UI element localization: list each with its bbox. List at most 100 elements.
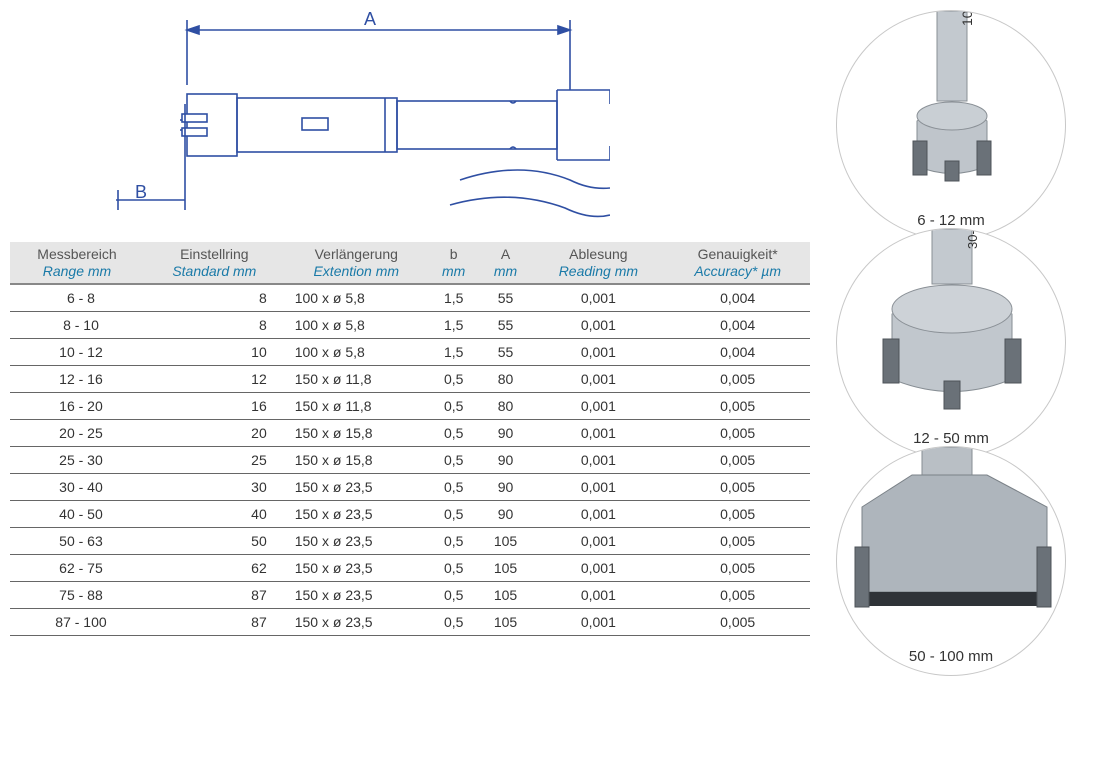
- cell-b: 0,5: [428, 528, 480, 555]
- cell-b: 0,5: [428, 609, 480, 636]
- cell-accuracy: 0,005: [665, 474, 810, 501]
- cell-reading: 0,001: [531, 582, 665, 609]
- cell-accuracy: 0,005: [665, 555, 810, 582]
- col-de-accuracy: Genauigkeit*: [665, 242, 810, 263]
- table-row: 6 - 88100 x ø 5,81,5550,0010,004: [10, 284, 810, 312]
- table-row: 16 - 2016150 x ø 11,80,5800,0010,005: [10, 393, 810, 420]
- cell-ext: 150 x ø 23,5: [285, 609, 428, 636]
- cell-b: 0,5: [428, 582, 480, 609]
- table-row: 50 - 6350150 x ø 23,50,51050,0010,005: [10, 528, 810, 555]
- technical-drawing: A B: [10, 10, 610, 230]
- cell-b: 0,5: [428, 393, 480, 420]
- cell-std: 87: [144, 582, 285, 609]
- drawing-label-a: A: [364, 10, 376, 29]
- cell-std: 12: [144, 366, 285, 393]
- cell-ext: 150 x ø 23,5: [285, 582, 428, 609]
- cell-reading: 0,001: [531, 474, 665, 501]
- col-de-b: b: [428, 242, 480, 263]
- page-container: A B Messbereich Einstellring Verlängerun…: [10, 10, 1106, 676]
- cell-reading: 0,001: [531, 366, 665, 393]
- cell-ext: 150 x ø 11,8: [285, 366, 428, 393]
- cell-ext: 150 x ø 23,5: [285, 528, 428, 555]
- cell-accuracy: 0,004: [665, 312, 810, 339]
- cell-ext: 150 x ø 23,5: [285, 474, 428, 501]
- cell-reading: 0,001: [531, 339, 665, 366]
- col-en-range: Range mm: [10, 263, 144, 284]
- cell-b: 0,5: [428, 366, 480, 393]
- product-svg-large: [837, 447, 1066, 676]
- cell-b: 1,5: [428, 339, 480, 366]
- cell-range: 87 - 100: [10, 609, 144, 636]
- cell-range: 16 - 20: [10, 393, 144, 420]
- cell-range: 50 - 63: [10, 528, 144, 555]
- table-row: 20 - 2520150 x ø 15,80,5900,0010,005: [10, 420, 810, 447]
- table-row: 12 - 1612150 x ø 11,80,5800,0010,005: [10, 366, 810, 393]
- product-label-small: 6 - 12 mm: [837, 212, 1065, 229]
- table-row: 62 - 7562150 x ø 23,50,51050,0010,005: [10, 555, 810, 582]
- cell-b: 1,5: [428, 312, 480, 339]
- cell-a: 55: [480, 312, 532, 339]
- col-de-range: Messbereich: [10, 242, 144, 263]
- cell-std: 62: [144, 555, 285, 582]
- cell-range: 30 - 40: [10, 474, 144, 501]
- cell-std: 20: [144, 420, 285, 447]
- product-svg-medium: 30-4: [837, 229, 1066, 458]
- product-circle-medium: 30-4 12 - 50 mm: [836, 228, 1066, 458]
- cell-reading: 0,001: [531, 501, 665, 528]
- cell-reading: 0,001: [531, 447, 665, 474]
- cell-range: 8 - 10: [10, 312, 144, 339]
- cell-range: 62 - 75: [10, 555, 144, 582]
- cell-accuracy: 0,005: [665, 501, 810, 528]
- cell-reading: 0,001: [531, 312, 665, 339]
- cell-std: 8: [144, 284, 285, 312]
- table-row: 10 - 1210100 x ø 5,81,5550,0010,004: [10, 339, 810, 366]
- cell-ext: 100 x ø 5,8: [285, 284, 428, 312]
- cell-range: 12 - 16: [10, 366, 144, 393]
- spec-header-en: Range mm Standard mm Extention mm mm mm …: [10, 263, 810, 284]
- cell-range: 25 - 30: [10, 447, 144, 474]
- spec-body: 6 - 88100 x ø 5,81,5550,0010,0048 - 1081…: [10, 284, 810, 636]
- table-row: 25 - 3025150 x ø 15,80,5900,0010,005: [10, 447, 810, 474]
- table-row: 30 - 4030150 x ø 23,50,5900,0010,005: [10, 474, 810, 501]
- drawing-label-b: B: [135, 182, 147, 202]
- product-label-medium: 12 - 50 mm: [837, 430, 1065, 447]
- cell-accuracy: 0,005: [665, 393, 810, 420]
- cell-accuracy: 0,005: [665, 528, 810, 555]
- cell-ext: 100 x ø 5,8: [285, 312, 428, 339]
- left-column: A B Messbereich Einstellring Verlängerun…: [10, 10, 816, 676]
- cell-std: 25: [144, 447, 285, 474]
- cell-b: 1,5: [428, 284, 480, 312]
- cell-a: 105: [480, 555, 532, 582]
- cell-reading: 0,001: [531, 420, 665, 447]
- spec-header-de: Messbereich Einstellring Verlängerung b …: [10, 242, 810, 263]
- cell-a: 55: [480, 339, 532, 366]
- cell-accuracy: 0,005: [665, 447, 810, 474]
- right-column: 10- 6 - 12 mm 30-4: [836, 10, 1106, 676]
- drawing-svg: A B: [10, 10, 610, 230]
- col-en-accuracy: Accuracy* µm: [665, 263, 810, 284]
- cell-ext: 100 x ø 5,8: [285, 339, 428, 366]
- cell-accuracy: 0,005: [665, 609, 810, 636]
- cell-accuracy: 0,004: [665, 284, 810, 312]
- table-row: 40 - 5040150 x ø 23,50,5900,0010,005: [10, 501, 810, 528]
- col-en-a: mm: [480, 263, 532, 284]
- cell-a: 80: [480, 366, 532, 393]
- col-de-reading: Ablesung: [531, 242, 665, 263]
- col-en-reading: Reading mm: [531, 263, 665, 284]
- cell-reading: 0,001: [531, 555, 665, 582]
- col-en-standard: Standard mm: [144, 263, 285, 284]
- product-engraving-small: 10-: [959, 11, 975, 26]
- col-de-a: A: [480, 242, 532, 263]
- cell-std: 8: [144, 312, 285, 339]
- cell-reading: 0,001: [531, 393, 665, 420]
- product-svg-small: 10-: [837, 11, 1066, 240]
- cell-reading: 0,001: [531, 284, 665, 312]
- cell-b: 0,5: [428, 501, 480, 528]
- cell-reading: 0,001: [531, 528, 665, 555]
- cell-ext: 150 x ø 23,5: [285, 501, 428, 528]
- cell-range: 75 - 88: [10, 582, 144, 609]
- product-engraving-medium: 30-4: [965, 229, 980, 249]
- cell-std: 16: [144, 393, 285, 420]
- cell-range: 10 - 12: [10, 339, 144, 366]
- cell-accuracy: 0,005: [665, 366, 810, 393]
